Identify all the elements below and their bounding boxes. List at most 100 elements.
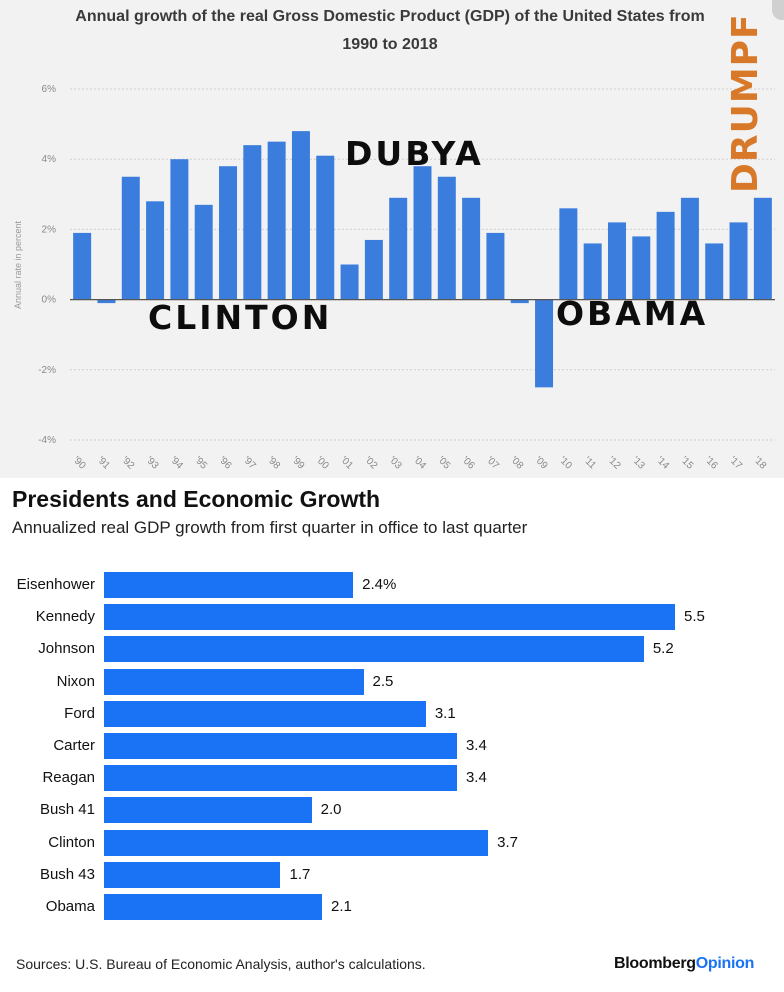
president-row: Eisenhower 2.4% (0, 572, 784, 598)
x-tick-label: '01 (338, 455, 355, 472)
growth-value-label: 2.0 (320, 801, 342, 819)
growth-bar (104, 572, 354, 598)
x-tick-label: '14 (654, 455, 671, 472)
president-row: Bush 41 2.0 (0, 797, 784, 824)
gdp-bar (219, 166, 238, 300)
corner-tab (772, 0, 784, 20)
growth-bar (104, 604, 675, 631)
x-tick-label: '11 (581, 455, 598, 472)
annotation-clinton: CLINTON (148, 298, 333, 337)
y-tick-label: 2% (42, 224, 57, 235)
bottom-chart-title: Presidents and Economic Growth (12, 486, 381, 512)
top-chart: 6% 4% 2% 0% -2% -4% Annual rate in percent '90 '… (0, 0, 784, 478)
x-tick-label: '07 (484, 455, 501, 472)
x-tick-label: '09 (532, 455, 549, 472)
growth-bar (104, 668, 364, 695)
president-label: Bush 41 (39, 801, 95, 819)
x-tick-label: '15 (678, 455, 695, 472)
x-tick-label: '17 (727, 455, 744, 472)
gdp-bar (146, 201, 165, 300)
x-tick-label: '00 (314, 455, 331, 472)
growth-value-label: 2.1 (331, 898, 352, 915)
top-chart-title-years: 1990 to 2018 (342, 36, 438, 53)
gdp-bar (121, 176, 140, 300)
x-tick-label: '04 (411, 455, 428, 472)
president-row: Ford 3.1 (0, 700, 784, 727)
y-tick-label: 6% (42, 84, 57, 95)
gdp-bar (632, 236, 651, 300)
gdp-bar (340, 264, 359, 300)
x-tick-label: '18 (751, 455, 768, 472)
x-tick-label: '10 (557, 455, 574, 472)
y-tick-label: 0% (42, 295, 57, 306)
gdp-bar (316, 155, 335, 300)
bloomberg-opinion-logo: BloombergOpinion (614, 955, 754, 973)
gdp-bar (680, 197, 699, 300)
brand-main: Bloomberg (614, 955, 696, 972)
gdp-bar (486, 232, 505, 300)
growth-value-label: 3.7 (497, 833, 518, 851)
x-tick-label: '96 (216, 455, 233, 472)
president-label: Kennedy (35, 608, 95, 626)
sources-note: Sources: U.S. Bureau of Economic Analysi… (16, 956, 426, 972)
growth-value-label: 2.4% (362, 576, 397, 593)
president-row: Bush 43 1.7 (0, 861, 784, 888)
gdp-growth-plot: 6% 4% 2% 0% -2% -4% Annual rate in percent '90 '… (13, 84, 775, 472)
gdp-bar (510, 299, 529, 304)
president-label: Bush 43 (39, 865, 95, 883)
x-tick-label: '12 (605, 455, 622, 472)
growth-bar (104, 894, 323, 920)
gdp-bar (413, 166, 432, 300)
growth-bar (104, 797, 312, 824)
president-label: Nixon (56, 672, 95, 690)
growth-value-label: 5.5 (684, 608, 705, 626)
y-tick-label: 4% (42, 154, 57, 165)
x-tick-label: '93 (144, 455, 161, 472)
gdp-bar (267, 141, 286, 300)
president-label: Obama (45, 898, 95, 915)
growth-value-label: 3.4 (465, 769, 487, 787)
y-tick-label: -2% (38, 365, 56, 376)
president-row: Clinton 3.7 (0, 829, 784, 856)
gdp-bar (194, 204, 213, 300)
gdp-bar (656, 211, 675, 300)
growth-value-label: 3.4 (465, 737, 487, 754)
gdp-bar (559, 208, 578, 300)
president-label: Carter (53, 737, 95, 754)
president-row: Kennedy 5.5 (0, 604, 784, 631)
gdp-bar (291, 131, 310, 300)
x-tick-label: '92 (119, 455, 136, 472)
president-label: Ford (64, 704, 95, 722)
gdp-bar (97, 299, 116, 304)
x-tick-label: '99 (289, 455, 306, 472)
x-tick-label: '13 (630, 455, 647, 472)
president-row: Carter 3.4 (0, 733, 784, 759)
gdp-bar (243, 145, 262, 300)
x-tick-label: '90 (71, 455, 88, 472)
x-tick-label: '03 (387, 455, 404, 472)
president-label: Eisenhower (16, 576, 95, 593)
x-tick-label: '05 (435, 455, 452, 472)
gdp-bar (705, 243, 724, 300)
gdp-bar (364, 239, 383, 300)
growth-bar (104, 636, 644, 663)
gdp-bar (535, 299, 554, 388)
president-label: Clinton (48, 833, 95, 851)
bottom-chart-subtitle: Annualized real GDP growth from first qu… (12, 518, 528, 537)
x-tick-label: '02 (362, 455, 379, 472)
annotation-drumpf: DRUMPF (725, 13, 766, 193)
annotation-dubya: DUBYA (345, 134, 484, 173)
x-tick-label: '06 (460, 455, 477, 472)
gdp-bar (389, 197, 408, 300)
x-tick-label: '16 (703, 455, 720, 472)
president-row: Johnson 5.2 (0, 636, 784, 663)
gdp-bar (753, 197, 772, 300)
y-tick-label: -4% (38, 435, 56, 446)
x-tick-label: '97 (241, 455, 258, 472)
x-tick-label: '91 (95, 455, 112, 472)
gdp-bar (607, 222, 626, 300)
x-tick-label: '98 (265, 455, 282, 472)
gdp-bar (729, 222, 748, 300)
x-tick-label: '08 (508, 455, 525, 472)
president-label: Johnson (38, 640, 95, 658)
